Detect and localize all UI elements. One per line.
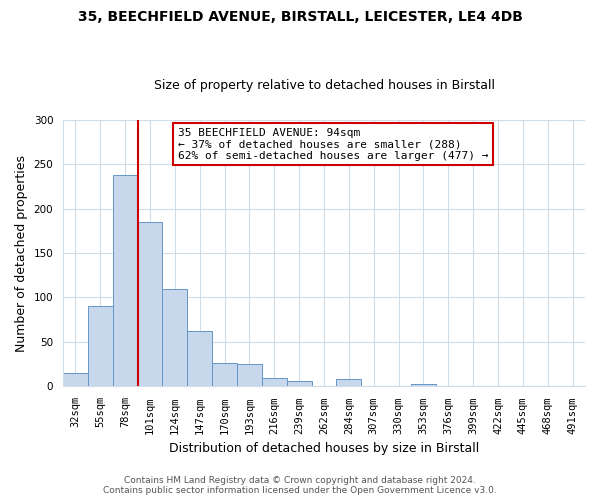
Bar bbox=[137, 222, 163, 386]
Bar bbox=[212, 364, 237, 386]
Bar bbox=[237, 364, 262, 386]
Bar bbox=[88, 306, 113, 386]
Text: 35, BEECHFIELD AVENUE, BIRSTALL, LEICESTER, LE4 4DB: 35, BEECHFIELD AVENUE, BIRSTALL, LEICEST… bbox=[77, 10, 523, 24]
Bar bbox=[287, 381, 311, 386]
Text: 35 BEECHFIELD AVENUE: 94sqm
← 37% of detached houses are smaller (288)
62% of se: 35 BEECHFIELD AVENUE: 94sqm ← 37% of det… bbox=[178, 128, 488, 161]
Bar bbox=[337, 380, 361, 386]
X-axis label: Distribution of detached houses by size in Birstall: Distribution of detached houses by size … bbox=[169, 442, 479, 455]
Title: Size of property relative to detached houses in Birstall: Size of property relative to detached ho… bbox=[154, 79, 494, 92]
Y-axis label: Number of detached properties: Number of detached properties bbox=[15, 154, 28, 352]
Bar bbox=[262, 378, 287, 386]
Bar bbox=[113, 174, 137, 386]
Bar bbox=[63, 373, 88, 386]
Bar bbox=[187, 332, 212, 386]
Bar bbox=[163, 288, 187, 386]
Bar bbox=[411, 384, 436, 386]
Text: Contains HM Land Registry data © Crown copyright and database right 2024.
Contai: Contains HM Land Registry data © Crown c… bbox=[103, 476, 497, 495]
